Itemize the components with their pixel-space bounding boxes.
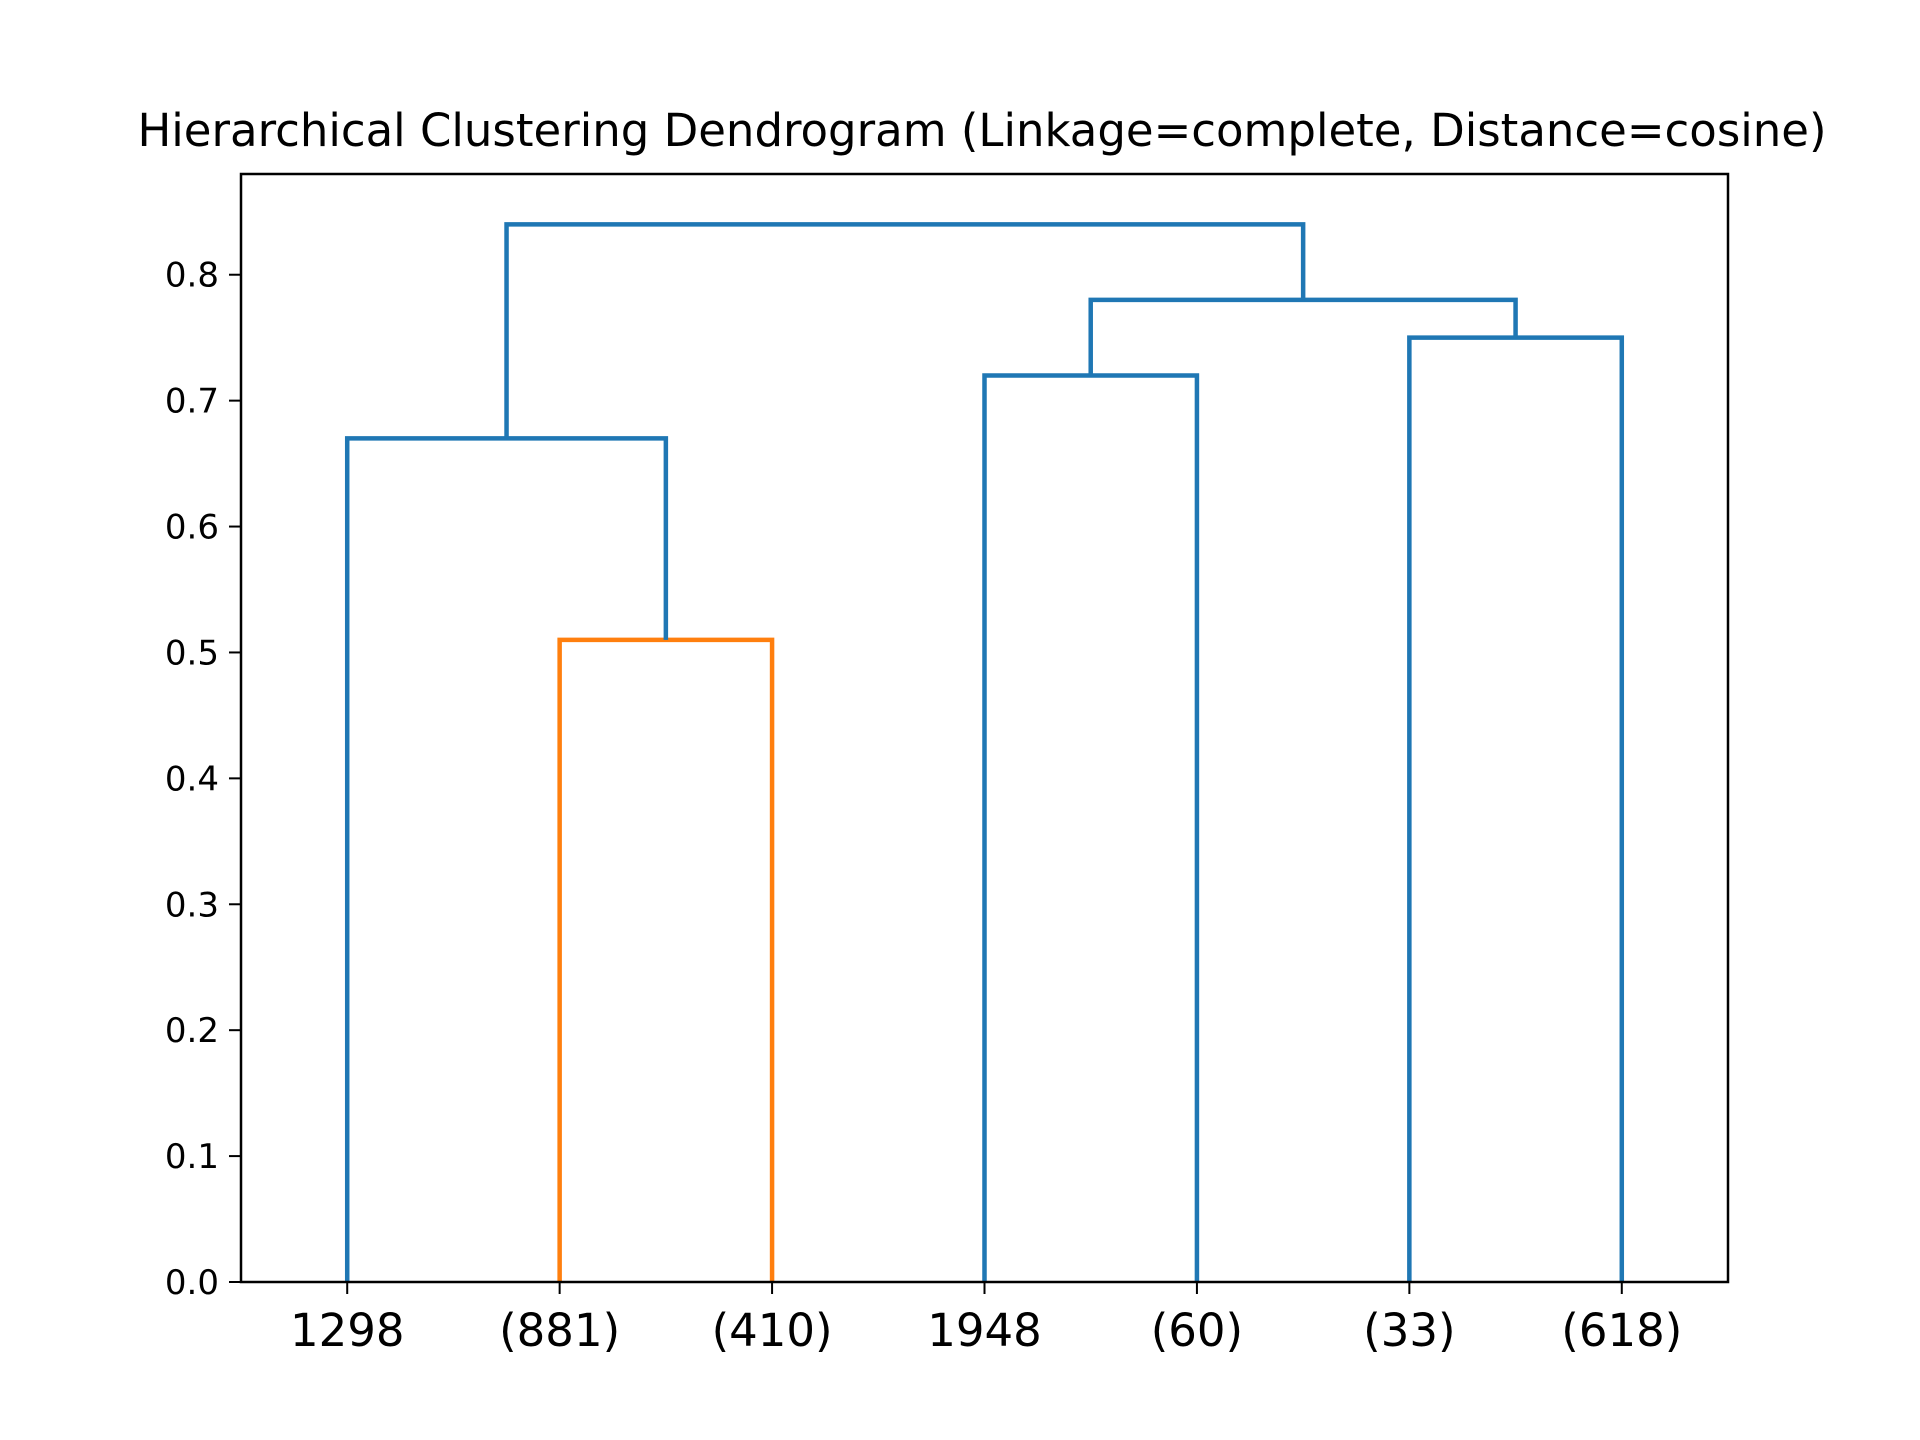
leaf-label: 1298: [290, 1304, 405, 1357]
dendrogram-links: [344, 222, 1625, 1282]
plot-frame: [239, 172, 1730, 1284]
merge-link-4: [1407, 335, 1625, 1282]
leaf-label: (33): [1363, 1304, 1455, 1357]
y-tick-label: 0.8: [165, 256, 219, 296]
merge-link-3: [982, 373, 1200, 1282]
y-tick-label: 0.7: [165, 382, 219, 422]
chart-title: Hierarchical Clustering Dendrogram (Link…: [137, 104, 1826, 157]
y-tick-label: 0.3: [165, 885, 219, 925]
x-axis: 1298 (881) (410) 1948 (60) (33) (618): [290, 1282, 1682, 1357]
y-tick-label: 0.6: [165, 508, 219, 548]
y-axis: 0.0 0.1 0.2 0.3 0.4 0.5 0.6 0.7 0.8: [165, 256, 241, 1303]
leaf-label: 1948: [927, 1304, 1042, 1357]
leaf-label: (60): [1151, 1304, 1243, 1357]
y-tick-label: 0.2: [165, 1011, 219, 1051]
merge-link-1: [557, 637, 775, 1282]
y-tick-label: 0.4: [165, 759, 219, 799]
leaf-label: (410): [712, 1304, 833, 1357]
leaf-label: (881): [499, 1304, 620, 1357]
merge-link-6: [504, 222, 1306, 439]
leaf-label: (618): [1561, 1304, 1682, 1357]
y-tick-label: 0.1: [165, 1137, 219, 1177]
merge-link-2: [344, 436, 669, 1282]
y-tick-label: 0.0: [165, 1263, 219, 1303]
y-tick-label: 0.5: [165, 633, 219, 673]
